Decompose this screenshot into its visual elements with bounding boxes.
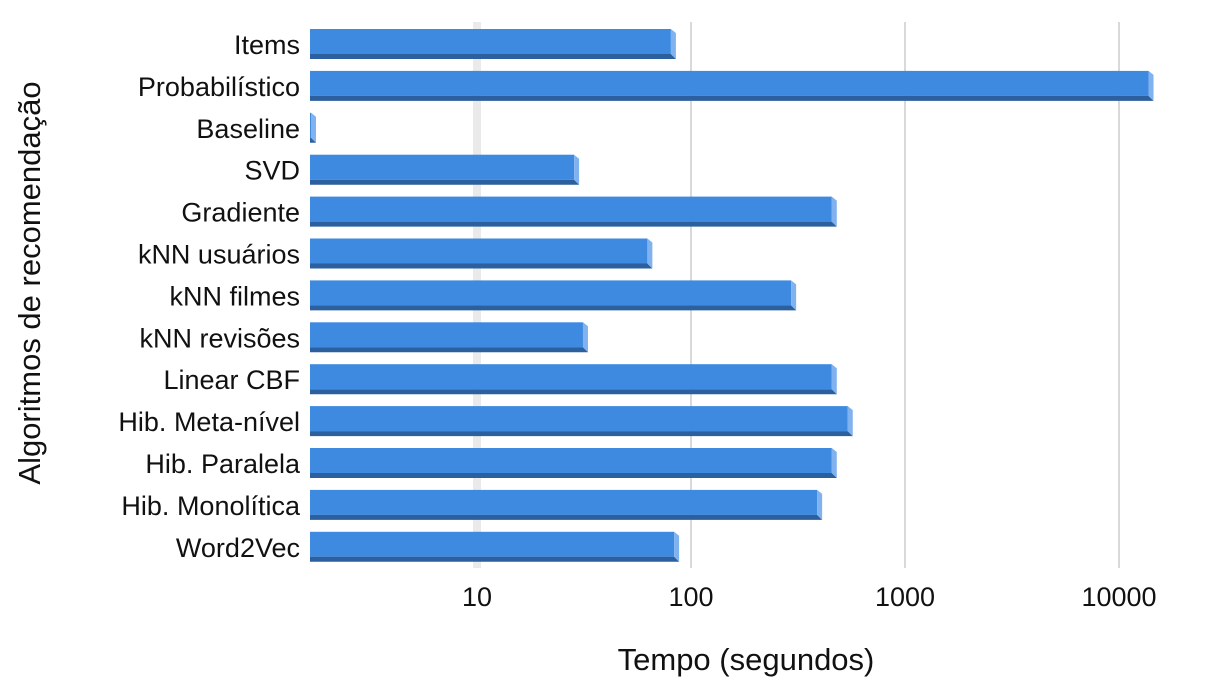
bar-probabilistico [310,70,1154,101]
bar-word2vec [310,531,680,562]
bar-baseline [310,112,316,143]
bars [310,29,1154,562]
category-label: kNN usuários [138,240,300,270]
category-label: Hib. Meta-nível [118,407,300,437]
category-labels: Items Probabilístico Baseline SVD Gradiente k… [118,30,301,563]
bar-items [310,29,676,59]
y-axis-title: Algoritmos de recomendação [12,81,47,484]
category-label: SVD [244,156,300,186]
category-label: Items [234,30,300,60]
x-tick-label: 10 [462,582,492,612]
category-label: Probabilístico [138,72,300,102]
category-label: Hib. Monolítica [121,491,301,521]
bar-hib-meta-nivel [310,406,853,437]
bar-linear-cbf [310,364,837,395]
x-axis-title: Tempo (segundos) [618,642,875,677]
bar-gradiente [310,196,837,227]
category-label: Hib. Paralela [145,449,301,479]
bar-hib-monolitica [310,489,823,520]
category-label: kNN revisões [139,323,300,353]
bar-svd [310,154,580,185]
x-tick-label: 10000 [1081,582,1156,612]
category-label: Baseline [196,114,300,144]
x-tick-label: 100 [668,582,713,612]
x-tick-labels: 10 100 1000 10000 [462,582,1157,612]
bar-knn-usuarios [310,238,653,269]
category-label: Word2Vec [176,533,300,563]
category-label: Linear CBF [163,365,300,395]
bar-knn-revisoes [310,322,588,353]
x-tick-label: 1000 [875,582,935,612]
category-label: Gradiente [181,198,300,228]
bar-hib-paralela [310,448,837,478]
bar-knn-filmes [310,280,797,311]
category-label: kNN filmes [169,281,300,311]
